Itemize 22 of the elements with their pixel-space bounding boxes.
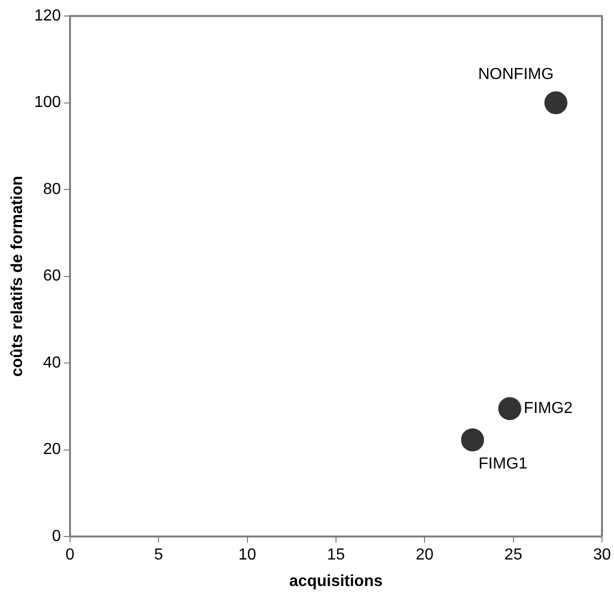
x-tick-label: 10 <box>238 546 256 564</box>
series-label: NONFIMG <box>478 66 554 84</box>
y-tick-label: 120 <box>34 7 61 24</box>
x-tick-label: 25 <box>504 546 522 564</box>
point <box>544 91 568 114</box>
x-tick-label: 20 <box>416 546 434 564</box>
series-label: FIMG1 <box>478 455 528 472</box>
x-tick-label: 0 <box>65 546 74 564</box>
y-tick-label: 100 <box>34 94 61 112</box>
series-label: FIMG2 <box>524 400 573 418</box>
point <box>498 397 522 420</box>
x-tick-label: 5 <box>154 546 164 564</box>
y-tick-label: 60 <box>43 268 61 285</box>
y-tick-label: 0 <box>52 528 61 546</box>
y-tick-label: 80 <box>43 180 61 198</box>
y-tick-label: 40 <box>43 354 61 372</box>
point <box>461 428 484 452</box>
y-axis-title: coûts relatifs de formation <box>9 176 26 377</box>
x-axis-title: acquisitions <box>289 572 383 590</box>
x-tick-label: 30 <box>593 546 611 564</box>
x-tick-label: 15 <box>327 546 345 564</box>
y-tick-label: 20 <box>43 441 61 458</box>
